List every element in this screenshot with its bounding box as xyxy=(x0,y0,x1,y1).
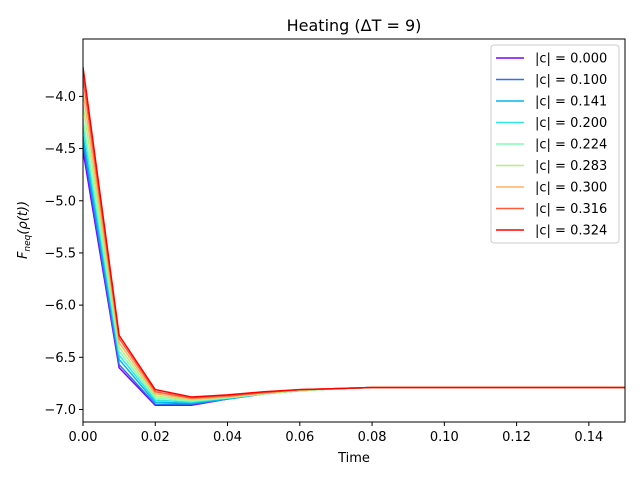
legend-label-3: |c| = 0.200 xyxy=(535,116,607,131)
legend-label-1: |c| = 0.100 xyxy=(535,73,607,88)
x-axis: 0.00 0.02 0.04 0.06 0.08 0.10 0.12 0.14 xyxy=(69,422,603,445)
x-axis-label: Time xyxy=(337,451,370,466)
y-tick-label: −6.5 xyxy=(44,351,76,366)
plot-frame xyxy=(82,38,626,423)
series-layer xyxy=(83,67,625,407)
x-tick-label: 0.04 xyxy=(213,430,242,445)
legend-label-2: |c| = 0.141 xyxy=(535,95,607,110)
y-axis-label: Fneq(ρ(t)) xyxy=(16,201,33,259)
legend-box xyxy=(490,44,620,244)
x-tick-label: 0.08 xyxy=(358,430,387,445)
y-tick-label: −5.5 xyxy=(44,246,76,261)
y-tick-label: −6.0 xyxy=(44,299,76,314)
series-line-8 xyxy=(83,67,625,398)
y-tick-label: −7.0 xyxy=(44,403,76,418)
chart-title: Heating (ΔT = 9) xyxy=(287,16,422,35)
y-tick-label: −4.0 xyxy=(44,90,76,105)
y-tick-label: −4.5 xyxy=(44,142,76,157)
legend-label-8: |c| = 0.324 xyxy=(535,224,607,239)
legend-label-6: |c| = 0.300 xyxy=(535,181,607,196)
legend-label-4: |c| = 0.224 xyxy=(535,138,607,153)
x-tick-label: 0.00 xyxy=(69,430,98,445)
x-tick-label: 0.02 xyxy=(141,430,170,445)
x-tick-label: 0.06 xyxy=(285,430,314,445)
x-tick-label: 0.12 xyxy=(502,430,531,445)
y-axis: −4.0 −4.5 −5.0 −5.5 −6.0 −6.5 −7.0 xyxy=(44,90,83,418)
legend-label-0: |c| = 0.000 xyxy=(535,52,607,67)
legend-label-5: |c| = 0.283 xyxy=(535,159,607,174)
legend-label-7: |c| = 0.316 xyxy=(535,202,607,217)
y-tick-label: −5.0 xyxy=(44,194,76,209)
x-tick-label: 0.10 xyxy=(430,430,459,445)
x-tick-label: 0.14 xyxy=(574,430,603,445)
legend: |c| = 0.000 |c| = 0.100 |c| = 0.141 |c| = 0… xyxy=(490,44,620,244)
